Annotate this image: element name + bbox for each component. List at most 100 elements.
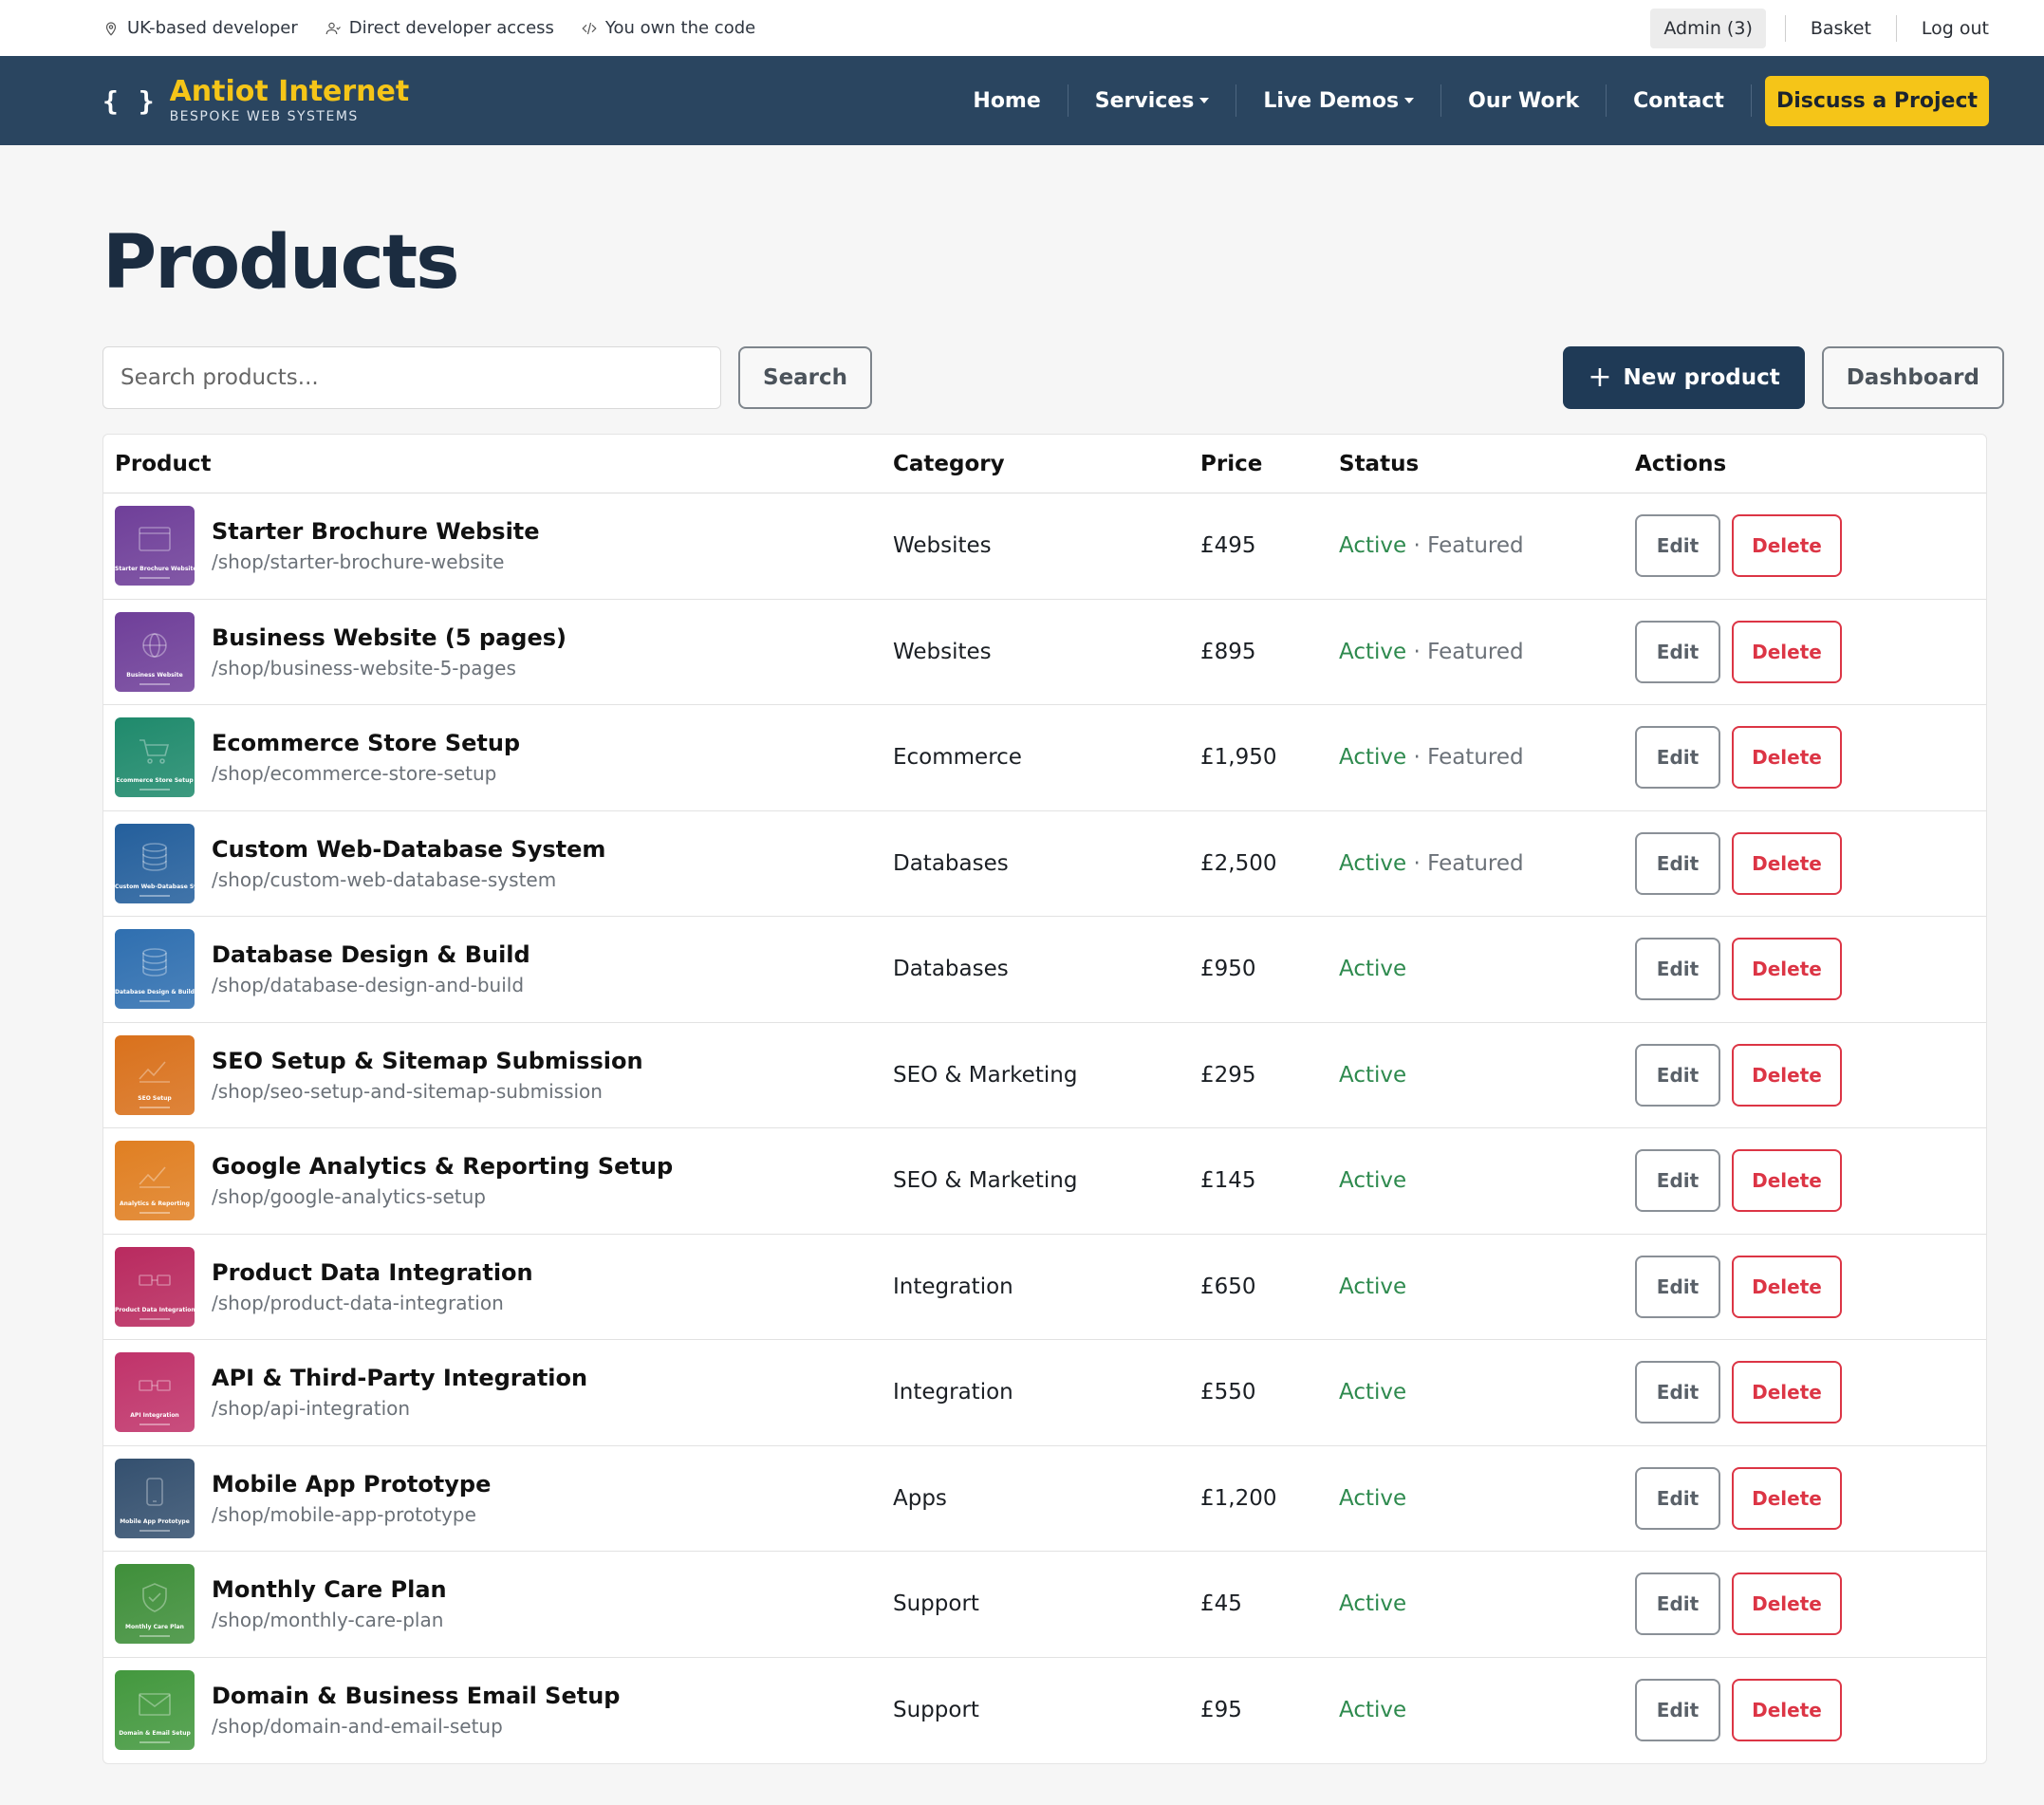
- product-slug: /shop/mobile-app-prototype: [212, 1502, 476, 1526]
- row-actions: Edit Delete: [1635, 726, 1842, 790]
- delete-button[interactable]: Delete: [1732, 514, 1842, 578]
- table-row: Database Design & Build Database Design …: [103, 917, 1986, 1023]
- edit-button[interactable]: Edit: [1635, 831, 1720, 895]
- delete-button[interactable]: Delete: [1732, 1255, 1842, 1318]
- product-thumbnail[interactable]: Database Design & Build: [115, 929, 195, 1010]
- product-slug: /shop/business-website-5-pages: [212, 656, 516, 679]
- discuss-project-button[interactable]: Discuss a Project: [1764, 75, 1989, 126]
- thumbnail-label: Starter Brochure Website: [115, 566, 195, 573]
- product-thumbnail[interactable]: Monthly Care Plan: [115, 1564, 195, 1645]
- edit-button[interactable]: Edit: [1635, 1255, 1720, 1318]
- nav-links: Home Services Live Demos Our Work Contac…: [946, 75, 1989, 126]
- product-name[interactable]: Custom Web-Database System: [212, 835, 606, 863]
- edit-button[interactable]: Edit: [1635, 1466, 1720, 1530]
- status-active: Active: [1339, 1062, 1407, 1088]
- thumbnail-label: Business Website: [126, 671, 183, 679]
- product-thumbnail[interactable]: Product Data Integration: [115, 1246, 195, 1327]
- delete-button[interactable]: Delete: [1732, 938, 1842, 1001]
- basket-link[interactable]: Basket: [1810, 17, 1871, 39]
- delete-button[interactable]: Delete: [1732, 1572, 1842, 1636]
- nav-home[interactable]: Home: [946, 89, 1067, 113]
- edit-button[interactable]: Edit: [1635, 1572, 1720, 1636]
- header-category[interactable]: Category: [893, 451, 1005, 476]
- delete-button[interactable]: Delete: [1732, 1466, 1842, 1530]
- delete-button[interactable]: Delete: [1732, 1043, 1842, 1107]
- product-cell: Starter Brochure Website Starter Brochur…: [103, 506, 893, 586]
- edit-button[interactable]: Edit: [1635, 620, 1720, 683]
- edit-button[interactable]: Edit: [1635, 1361, 1720, 1424]
- database-icon: [142, 948, 167, 977]
- nav-live-demos[interactable]: Live Demos: [1236, 89, 1440, 113]
- product-thumbnail[interactable]: Business Website: [115, 611, 195, 692]
- product-name[interactable]: Business Website (5 pages): [212, 623, 567, 651]
- trust-item-label: Direct developer access: [348, 18, 554, 38]
- delete-button[interactable]: Delete: [1732, 726, 1842, 790]
- product-slug: /shop/seo-setup-and-sitemap-submission: [212, 1079, 603, 1103]
- product-name[interactable]: Monthly Care Plan: [212, 1576, 447, 1604]
- delete-button[interactable]: Delete: [1732, 1149, 1842, 1213]
- header-price[interactable]: Price: [1200, 451, 1263, 476]
- search-input[interactable]: [102, 346, 721, 409]
- product-thumbnail[interactable]: API Integration: [115, 1352, 195, 1433]
- row-actions: Edit Delete: [1635, 1679, 1842, 1742]
- product-status: Active: [1339, 1380, 1635, 1405]
- dashboard-button[interactable]: Dashboard: [1821, 346, 2004, 409]
- product-name[interactable]: Database Design & Build: [212, 941, 530, 969]
- trust-item-code: You own the code: [581, 18, 755, 38]
- header-product[interactable]: Product: [115, 451, 212, 476]
- product-name[interactable]: Product Data Integration: [212, 1258, 533, 1286]
- edit-button[interactable]: Edit: [1635, 514, 1720, 578]
- page-title: Products: [102, 220, 460, 306]
- delete-button[interactable]: Delete: [1732, 831, 1842, 895]
- caret-down-icon: [1404, 98, 1415, 103]
- delete-button[interactable]: Delete: [1732, 620, 1842, 683]
- edit-button[interactable]: Edit: [1635, 1149, 1720, 1213]
- braces-icon: { }: [102, 84, 157, 117]
- code-icon: [582, 22, 597, 34]
- thumbnail-subline: [139, 1529, 170, 1532]
- edit-button[interactable]: Edit: [1635, 726, 1720, 790]
- product-name[interactable]: Google Analytics & Reporting Setup: [212, 1153, 674, 1181]
- cart-icon: [139, 739, 170, 765]
- product-info: Mobile App Prototype /shop/mobile-app-pr…: [212, 1471, 491, 1526]
- edit-button[interactable]: Edit: [1635, 1043, 1720, 1107]
- phone-icon: [146, 1477, 163, 1506]
- header-status[interactable]: Status: [1339, 451, 1420, 476]
- edit-button[interactable]: Edit: [1635, 1679, 1720, 1742]
- edit-button[interactable]: Edit: [1635, 938, 1720, 1001]
- product-name[interactable]: Ecommerce Store Setup: [212, 730, 521, 757]
- nav-our-work-label: Our Work: [1468, 88, 1580, 113]
- delete-button[interactable]: Delete: [1732, 1361, 1842, 1424]
- status-active: Active: [1339, 1698, 1407, 1723]
- product-thumbnail[interactable]: Analytics & Reporting: [115, 1141, 195, 1221]
- product-thumbnail[interactable]: Mobile App Prototype: [115, 1458, 195, 1538]
- product-cell: Product Data Integration Product Data In…: [103, 1246, 893, 1327]
- thumbnail-subline: [139, 1424, 170, 1426]
- nav-services[interactable]: Services: [1068, 89, 1236, 113]
- product-price: £45: [1200, 1591, 1242, 1617]
- search-button[interactable]: Search: [738, 346, 873, 409]
- brand-logo[interactable]: { } Antiot Internet BESPOKE WEB SYSTEMS: [102, 77, 409, 125]
- product-thumbnail[interactable]: Domain & Email Setup: [115, 1670, 195, 1751]
- nav-contact[interactable]: Contact: [1607, 89, 1751, 113]
- product-thumbnail[interactable]: SEO Setup: [115, 1034, 195, 1115]
- status-active: Active: [1339, 745, 1407, 771]
- new-product-button[interactable]: + New product: [1563, 346, 1805, 409]
- product-thumbnail[interactable]: Ecommerce Store Setup: [115, 717, 195, 798]
- product-status: Active · Featured: [1339, 851, 1635, 876]
- status-active: Active: [1339, 639, 1407, 664]
- product-cell: SEO Setup SEO Setup & Sitemap Submission…: [103, 1034, 893, 1115]
- nav-our-work[interactable]: Our Work: [1441, 89, 1606, 113]
- logout-link[interactable]: Log out: [1921, 17, 1989, 39]
- product-name[interactable]: Starter Brochure Website: [212, 518, 540, 546]
- product-name[interactable]: Domain & Business Email Setup: [212, 1683, 621, 1710]
- product-name[interactable]: Mobile App Prototype: [212, 1470, 492, 1498]
- table-row: Starter Brochure Website Starter Brochur…: [103, 493, 1986, 600]
- admin-link[interactable]: Admin (3): [1650, 8, 1766, 48]
- table-row: Product Data Integration Product Data In…: [103, 1235, 1986, 1340]
- product-thumbnail[interactable]: Custom Web-Database System: [115, 823, 195, 903]
- delete-button[interactable]: Delete: [1732, 1679, 1842, 1742]
- product-name[interactable]: API & Third-Party Integration: [212, 1365, 588, 1392]
- product-thumbnail[interactable]: Starter Brochure Website: [115, 506, 195, 586]
- product-name[interactable]: SEO Setup & Sitemap Submission: [212, 1047, 643, 1074]
